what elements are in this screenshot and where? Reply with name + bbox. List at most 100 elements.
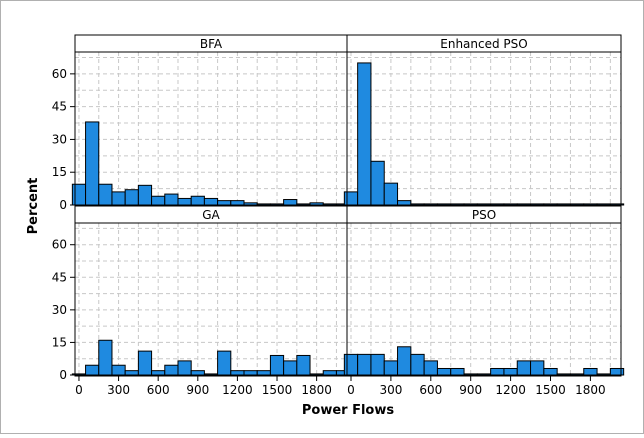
histogram-bar <box>111 364 126 376</box>
histogram-bar <box>283 199 298 206</box>
histogram-bar <box>85 364 100 376</box>
histogram-bar <box>137 350 153 376</box>
histogram-bar <box>98 183 113 206</box>
histogram-bar <box>137 184 153 206</box>
histogram-bar <box>543 367 558 376</box>
histogram-bar <box>516 360 532 376</box>
histogram-bar <box>296 354 311 376</box>
x-tick-label: 1200 <box>495 383 526 397</box>
histogram-bar <box>490 203 505 206</box>
histogram-bar <box>596 203 611 206</box>
histogram-bar <box>490 367 505 376</box>
histogram-bar <box>543 203 558 206</box>
histogram-bar <box>98 339 113 376</box>
y-tick-label: 30 <box>52 132 67 146</box>
histogram-bar <box>609 203 625 206</box>
histogram-bar <box>423 360 438 376</box>
panel-plot-area <box>347 223 621 376</box>
histogram-bar <box>450 203 465 206</box>
histogram-bar <box>256 370 271 376</box>
panel-enhanced-pso: Enhanced PSO <box>343 34 625 207</box>
histogram-bar <box>370 160 385 206</box>
panel-plot-area <box>75 223 347 376</box>
y-tick-label: 45 <box>52 270 67 284</box>
y-tick-label: 0 <box>59 198 67 212</box>
histogram-bar <box>203 197 219 206</box>
histogram-bar <box>111 191 126 206</box>
histogram-bar <box>243 202 258 206</box>
panel-bfa: BFA <box>71 34 351 207</box>
histogram-bar <box>164 364 179 376</box>
y-axis-label: Percent <box>26 178 41 235</box>
histogram-bar <box>436 203 452 206</box>
y-tick-label: 30 <box>52 303 67 317</box>
histogram-bar <box>151 370 166 376</box>
histogram-bar <box>383 182 399 206</box>
histogram-bar <box>609 367 625 376</box>
x-tick-label: 1200 <box>222 383 253 397</box>
histogram-bar <box>124 370 139 376</box>
histogram-bar <box>410 203 425 206</box>
histogram-bar <box>269 203 285 206</box>
panel-border <box>346 222 622 377</box>
histogram-bar <box>343 191 359 206</box>
histogram-bar <box>71 183 87 206</box>
histogram-bar <box>436 367 452 376</box>
y-tick-label: 60 <box>52 238 67 252</box>
histogram-bar <box>556 203 571 206</box>
histogram-bar <box>569 203 585 206</box>
histogram-bar <box>177 197 192 206</box>
histogram-bar <box>190 370 205 376</box>
histogram-bar <box>217 350 232 376</box>
x-tick-label: 600 <box>147 383 170 397</box>
histogram-bar <box>503 203 518 206</box>
histogram-bar <box>309 202 324 206</box>
histogram-bar <box>556 373 571 376</box>
histogram-bar <box>164 193 179 206</box>
x-tick-label: 900 <box>186 383 209 397</box>
histogram-bar <box>423 203 438 206</box>
x-tick-label: 0 <box>75 383 83 397</box>
y-tick-label: 60 <box>52 67 67 81</box>
histogram-bar <box>151 195 166 206</box>
histogram-bar <box>322 203 337 206</box>
histogram-bar <box>503 367 518 376</box>
panel-title: GA <box>202 208 220 222</box>
histogram-bar <box>230 200 245 206</box>
histogram-bar <box>243 370 258 376</box>
x-tick-label: 1500 <box>262 383 293 397</box>
histogram-bar <box>177 360 192 376</box>
x-tick-label: 0 <box>347 383 355 397</box>
histogram-bar <box>296 203 311 206</box>
histogram-bar <box>230 370 245 376</box>
histogram-bar <box>410 353 425 376</box>
panel-plot-area <box>75 52 347 206</box>
histogram-bar <box>530 203 545 206</box>
x-tick-label: 300 <box>379 383 402 397</box>
y-tick-label: 15 <box>52 165 67 179</box>
histogram-bar <box>309 373 324 376</box>
y-tick-label: 45 <box>52 100 67 114</box>
histogram-bar <box>516 203 532 206</box>
histogram-bar <box>343 353 359 376</box>
histogram-bar <box>463 373 478 376</box>
histogram-bar <box>190 195 205 206</box>
histogram-bar <box>397 200 412 206</box>
histogram-bar <box>256 203 271 206</box>
histogram-bar <box>450 367 465 376</box>
x-tick-label: 1800 <box>575 383 606 397</box>
histogram-bar <box>476 203 492 206</box>
x-tick-label: 900 <box>459 383 482 397</box>
x-axis-label: Power Flows <box>302 403 395 418</box>
panels-group: BFA Enhanced PSO GA PSO <box>71 34 625 377</box>
panel-title: Enhanced PSO <box>440 37 527 51</box>
histogram-bar <box>569 373 585 376</box>
histogram-bar <box>476 373 492 376</box>
histogram-bar <box>370 353 385 376</box>
histogram-bar <box>596 373 611 376</box>
x-tick-label: 1500 <box>535 383 566 397</box>
histogram-bar <box>583 203 598 206</box>
